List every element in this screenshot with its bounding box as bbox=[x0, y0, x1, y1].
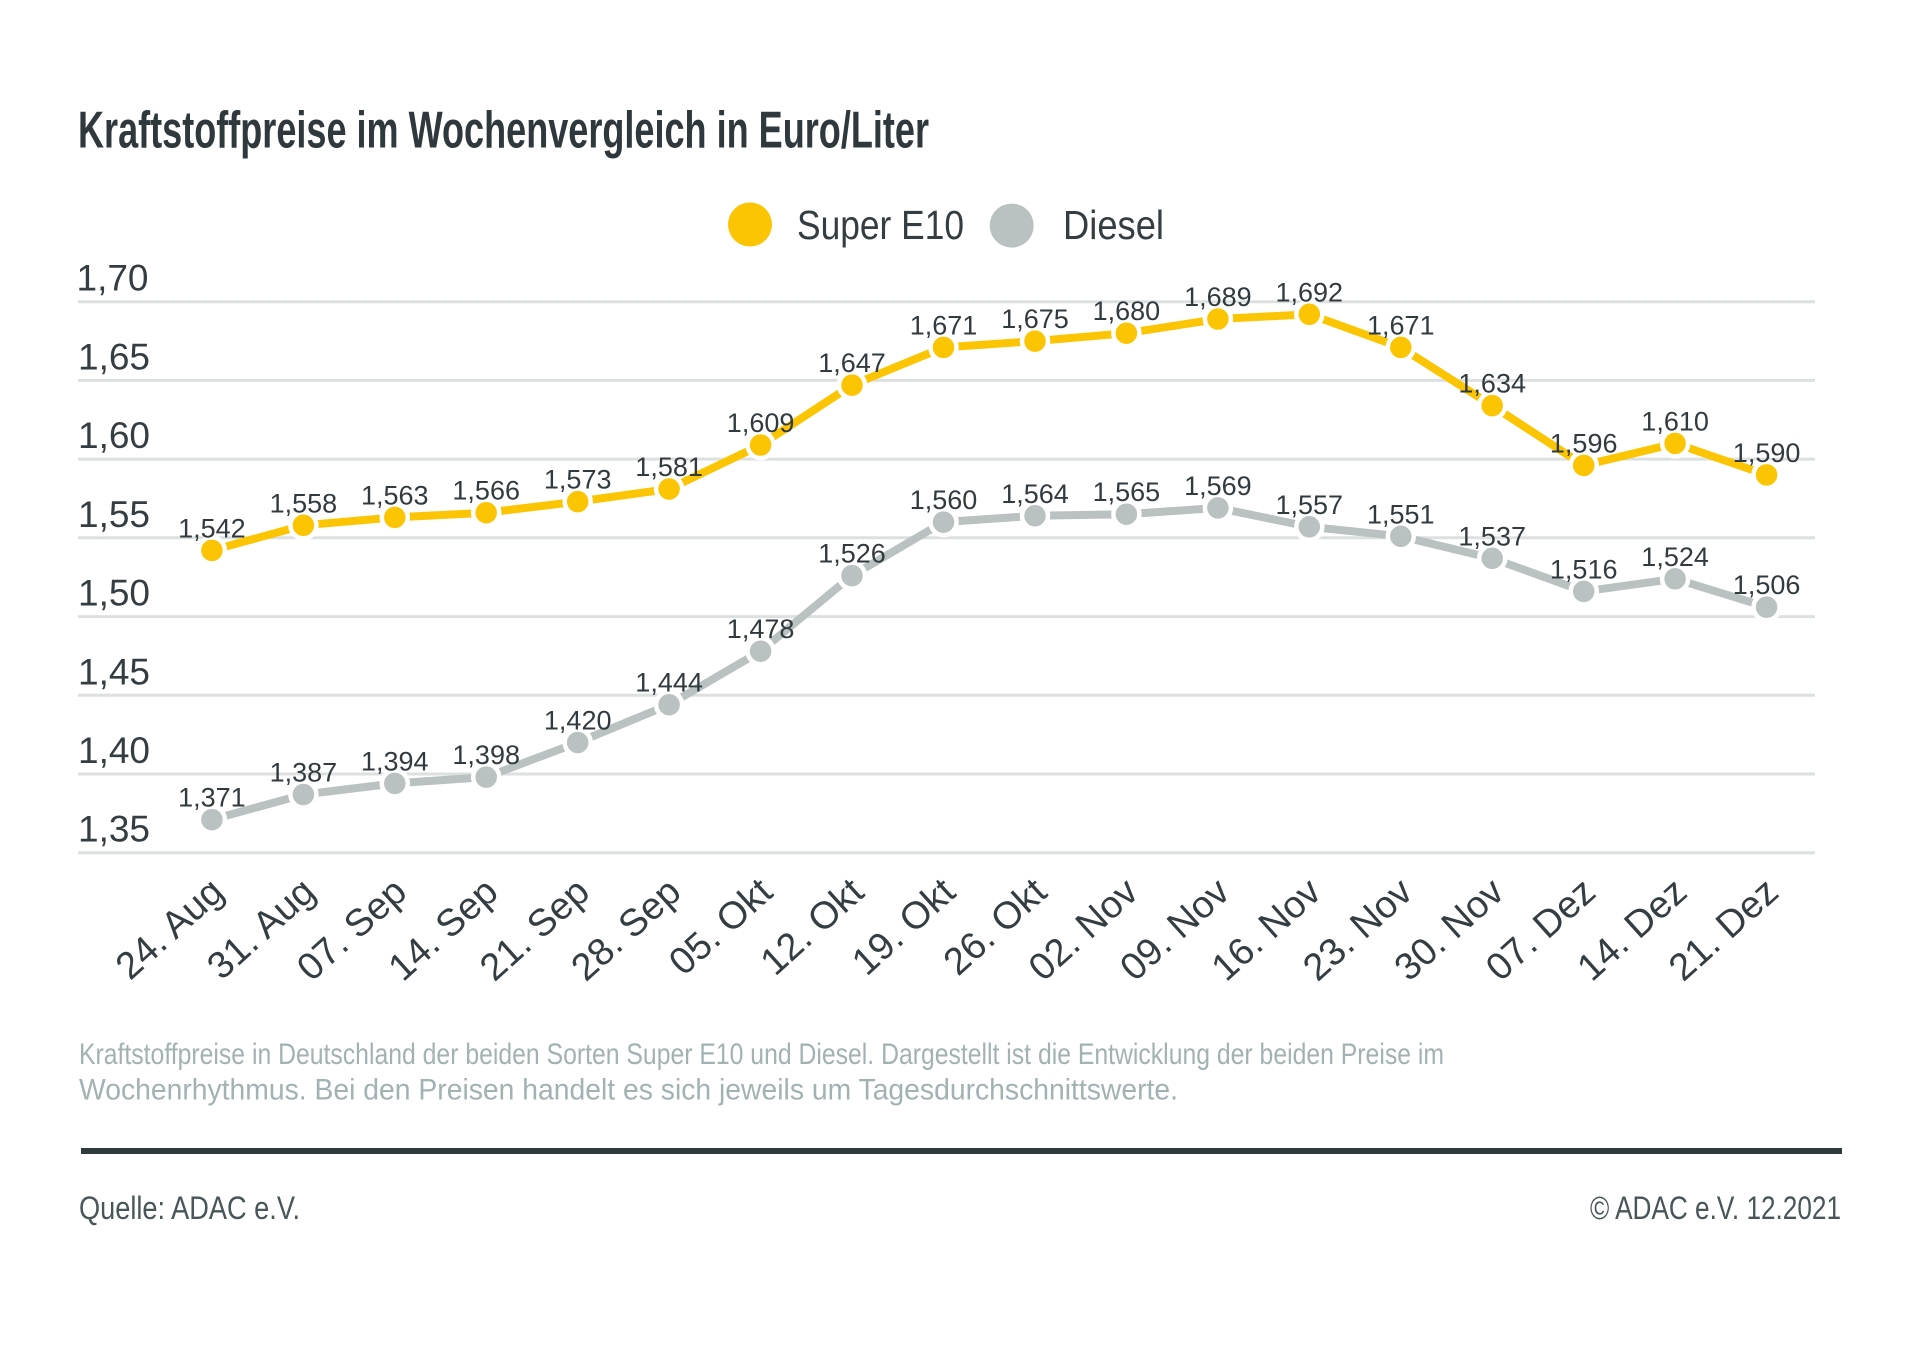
svg-text:1,596: 1,596 bbox=[1550, 428, 1618, 458]
svg-text:1,671: 1,671 bbox=[910, 310, 978, 340]
svg-text:1,565: 1,565 bbox=[1093, 477, 1161, 507]
svg-text:1,557: 1,557 bbox=[1276, 490, 1344, 520]
svg-text:1,35: 1,35 bbox=[78, 809, 150, 850]
svg-text:1,371: 1,371 bbox=[178, 783, 246, 813]
svg-text:1,444: 1,444 bbox=[635, 668, 703, 698]
svg-text:1,569: 1,569 bbox=[1184, 471, 1252, 501]
svg-text:1,563: 1,563 bbox=[361, 480, 429, 510]
svg-text:1,609: 1,609 bbox=[727, 408, 795, 438]
svg-text:1,70: 1,70 bbox=[77, 258, 149, 299]
svg-text:1,526: 1,526 bbox=[818, 539, 886, 569]
svg-text:1,680: 1,680 bbox=[1093, 296, 1161, 326]
svg-text:1,45: 1,45 bbox=[78, 651, 150, 692]
svg-text:1,420: 1,420 bbox=[544, 706, 612, 736]
svg-text:1,647: 1,647 bbox=[818, 348, 886, 378]
svg-text:1,610: 1,610 bbox=[1641, 406, 1709, 436]
svg-text:1,560: 1,560 bbox=[910, 485, 978, 515]
svg-text:1,524: 1,524 bbox=[1641, 542, 1709, 572]
svg-text:Wochenrhythmus. Bei den Preise: Wochenrhythmus. Bei den Preisen handelt … bbox=[79, 1074, 1178, 1107]
svg-text:1,516: 1,516 bbox=[1550, 554, 1618, 584]
svg-text:1,573: 1,573 bbox=[544, 465, 612, 495]
svg-text:1,537: 1,537 bbox=[1458, 521, 1526, 551]
svg-text:1,564: 1,564 bbox=[1001, 479, 1069, 509]
svg-text:Diesel: Diesel bbox=[1063, 202, 1164, 248]
svg-text:1,590: 1,590 bbox=[1733, 438, 1801, 468]
svg-text:1,675: 1,675 bbox=[1001, 304, 1069, 334]
svg-text:1,692: 1,692 bbox=[1276, 277, 1344, 307]
svg-text:05. Okt: 05. Okt bbox=[661, 870, 780, 983]
svg-text:Kraftstoffpreise in Deutschlan: Kraftstoffpreise in Deutschland der beid… bbox=[79, 1038, 1444, 1071]
svg-text:1,55: 1,55 bbox=[78, 494, 150, 535]
svg-text:1,65: 1,65 bbox=[78, 336, 150, 377]
svg-text:Kraftstoffpreise im Wochenverg: Kraftstoffpreise im Wochenvergleich in E… bbox=[78, 102, 929, 160]
svg-text:1,394: 1,394 bbox=[361, 746, 429, 776]
svg-text:1,581: 1,581 bbox=[635, 452, 703, 482]
svg-text:1,40: 1,40 bbox=[78, 730, 150, 771]
svg-text:1,398: 1,398 bbox=[452, 740, 520, 770]
svg-text:1,551: 1,551 bbox=[1367, 499, 1435, 529]
svg-text:1,671: 1,671 bbox=[1367, 310, 1435, 340]
svg-text:1,506: 1,506 bbox=[1733, 570, 1801, 600]
svg-text:1,60: 1,60 bbox=[78, 415, 150, 456]
svg-text:1,50: 1,50 bbox=[78, 573, 150, 614]
svg-text:1,689: 1,689 bbox=[1184, 282, 1252, 312]
svg-text:1,542: 1,542 bbox=[178, 513, 246, 543]
svg-text:Quelle: ADAC e.V.: Quelle: ADAC e.V. bbox=[79, 1190, 300, 1226]
svg-text:1,387: 1,387 bbox=[270, 758, 338, 788]
svg-text:Super E10: Super E10 bbox=[797, 202, 964, 248]
svg-text:1,558: 1,558 bbox=[270, 488, 338, 518]
svg-text:1,566: 1,566 bbox=[452, 476, 520, 506]
svg-text:1,634: 1,634 bbox=[1458, 369, 1526, 399]
svg-text:1,478: 1,478 bbox=[727, 614, 795, 644]
svg-text:12. Okt: 12. Okt bbox=[753, 870, 872, 983]
svg-text:© ADAC e.V. 12.2021: © ADAC e.V. 12.2021 bbox=[1590, 1190, 1841, 1226]
svg-text:19. Okt: 19. Okt bbox=[844, 870, 963, 983]
